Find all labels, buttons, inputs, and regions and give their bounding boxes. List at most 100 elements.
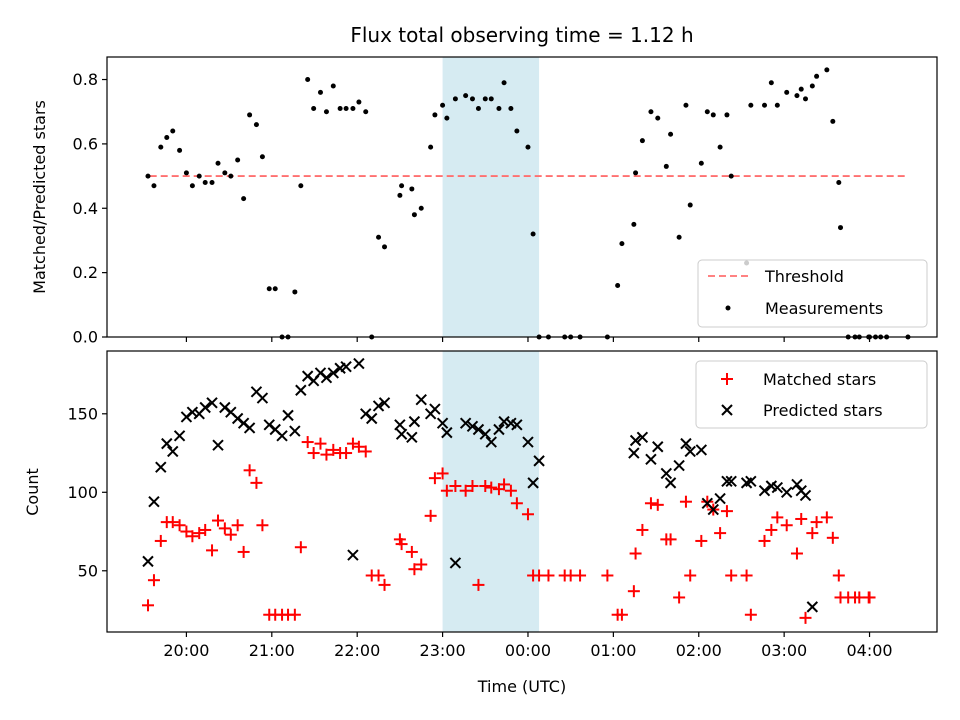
predicted-star-point xyxy=(256,392,269,404)
measurement-point xyxy=(784,89,790,95)
measurement-point xyxy=(177,147,183,153)
measurement-point xyxy=(170,128,176,134)
matched-star-point xyxy=(256,519,269,532)
matched-star-point xyxy=(320,448,333,461)
matched-star-point xyxy=(504,484,517,497)
matched-star-point xyxy=(372,569,385,582)
measurement-point xyxy=(452,96,458,102)
predicted-star-point xyxy=(429,403,441,415)
measurement-point xyxy=(399,183,405,189)
matched-star-point xyxy=(218,522,231,535)
matched-star-point xyxy=(615,608,628,621)
top-x-ticks xyxy=(185,337,871,342)
matched-star-point xyxy=(231,519,244,532)
predicted-star-point xyxy=(695,444,708,456)
measurement-point xyxy=(802,96,808,102)
predicted-star-point xyxy=(466,420,479,433)
matched-star-point xyxy=(243,464,256,477)
measurement-point xyxy=(798,86,804,92)
matched-star-point xyxy=(636,523,649,536)
predicted-star-point xyxy=(408,415,421,428)
predicted-star-point xyxy=(459,417,472,429)
matched-star-point xyxy=(206,544,219,557)
matched-stars-legend-label: Matched stars xyxy=(763,370,876,389)
matched-star-point xyxy=(629,547,642,560)
matched-star-point xyxy=(790,547,803,560)
predicted-star-point xyxy=(628,447,640,459)
matched-star-point xyxy=(186,530,199,543)
measurement-point xyxy=(164,134,170,140)
measurement-point xyxy=(687,202,693,208)
top-shaded-span xyxy=(442,57,540,337)
predicted-star-point xyxy=(664,477,677,489)
matched-star-point xyxy=(679,495,692,508)
matched-star-point xyxy=(744,608,757,621)
measurement-point xyxy=(202,180,208,186)
measurement-point xyxy=(748,102,754,108)
x-axis-label: Time (UTC) xyxy=(477,677,566,696)
predicted-star-point xyxy=(206,397,218,409)
measurement-point xyxy=(463,93,469,99)
predicted-star-point xyxy=(527,477,539,489)
bottom-panel: 50 100 150 20:00 21:00 22:00 23:00 00:00 01:00 0… xyxy=(23,350,938,696)
x-tick-label: 03:00 xyxy=(761,641,807,660)
matched-star-point xyxy=(212,514,225,527)
threshold-legend-label: Threshold xyxy=(764,267,844,286)
measurement-point xyxy=(809,83,815,89)
measurement-point xyxy=(824,67,830,73)
matched-star-point xyxy=(301,436,314,449)
x-tick-label: 21:00 xyxy=(249,641,295,660)
matched-star-point xyxy=(237,545,250,558)
bottom-y-ticks: 50 100 150 xyxy=(67,404,107,580)
matched-star-point xyxy=(574,569,587,582)
matched-star-point xyxy=(673,591,686,604)
measurement-point xyxy=(655,115,661,121)
predicted-star-point xyxy=(533,455,545,467)
y-tick-label: 0.2 xyxy=(73,263,98,282)
predicted-star-point xyxy=(493,423,505,436)
matched-star-point xyxy=(327,443,340,456)
predicted-star-point xyxy=(340,360,352,373)
predicted-star-point xyxy=(282,409,294,422)
predicted-star-point xyxy=(472,423,485,436)
matched-star-point xyxy=(780,519,793,532)
matched-star-point xyxy=(799,611,812,624)
y-tick-label: 0.8 xyxy=(73,70,98,89)
measurement-point xyxy=(418,205,424,211)
measurement-point xyxy=(323,109,329,115)
matched-star-point xyxy=(154,534,167,547)
matched-star-point xyxy=(601,569,614,582)
predicted-star-point xyxy=(243,422,256,434)
predicted-star-point xyxy=(725,475,737,488)
measurement-point xyxy=(774,102,780,108)
matched-star-point xyxy=(701,495,714,508)
top-axes-frame xyxy=(106,56,938,338)
matched-star-point xyxy=(424,509,437,522)
matched-star-point xyxy=(440,484,453,497)
measurement-point xyxy=(444,115,450,121)
matched-star-point xyxy=(147,574,160,587)
bottom-legend-box xyxy=(695,360,928,429)
predicted-star-point xyxy=(660,467,673,480)
predicted-star-point xyxy=(485,436,497,448)
predicted-star-point xyxy=(353,357,365,370)
predicted-star-point xyxy=(645,453,657,466)
measurement-point xyxy=(514,128,520,134)
measurement-point xyxy=(151,183,157,189)
matched-star-point xyxy=(166,516,179,529)
predicted-star-point xyxy=(522,436,534,448)
matched-star-point xyxy=(720,505,733,518)
predicted-star-point xyxy=(511,419,523,431)
measurement-point xyxy=(619,241,625,247)
top-legend-box xyxy=(697,259,928,328)
matched-star-point xyxy=(795,512,808,525)
matched-star-point xyxy=(695,534,708,547)
y-tick-label: 0.6 xyxy=(73,134,98,153)
matched-star-point xyxy=(863,591,876,604)
predicted-star-point xyxy=(289,425,301,437)
matched-star-point xyxy=(771,511,784,524)
measurement-point xyxy=(382,244,388,250)
matched-star-point xyxy=(436,467,449,480)
matched-star-point xyxy=(428,472,441,485)
measurement-point xyxy=(475,105,481,111)
